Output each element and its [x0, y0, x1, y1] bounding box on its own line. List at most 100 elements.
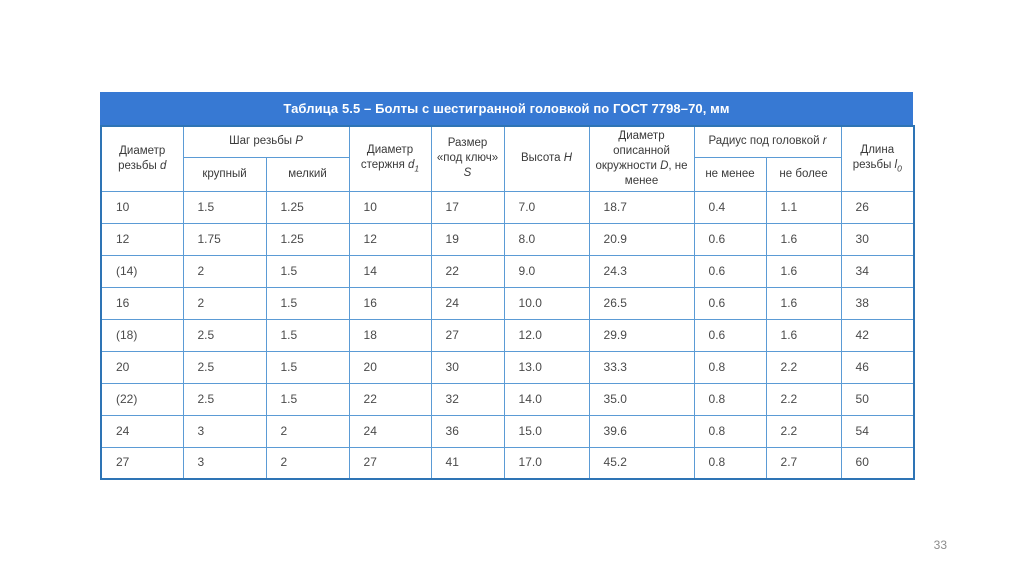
header-label: Шаг резьбы	[229, 135, 293, 148]
table-cell: 17	[430, 190, 505, 224]
table-cell: 50	[840, 382, 915, 416]
table-cell: 14.0	[503, 382, 590, 416]
table-cell: 2.2	[765, 414, 842, 448]
table-cell: 1.5	[265, 350, 350, 384]
table-cell: 1.5	[265, 254, 350, 288]
header-thread-diameter: Диаметр резьбы d	[100, 125, 184, 192]
table-cell: 24.3	[588, 254, 695, 288]
table-cell: 36	[430, 414, 505, 448]
header-height: Высота H	[503, 125, 590, 192]
table-cell: 14	[348, 254, 432, 288]
table-cell: 30	[840, 222, 915, 256]
symbol-l0: l0	[894, 159, 902, 174]
table-cell: 1.5	[265, 382, 350, 416]
table-cell: 10	[100, 190, 184, 224]
table-cell: (14)	[100, 254, 184, 288]
table-cell: 13.0	[503, 350, 590, 384]
table-cell: 1.5	[265, 286, 350, 320]
table-cell: 7.0	[503, 190, 590, 224]
symbol-D: D	[660, 159, 669, 172]
symbol-d1: d1	[408, 159, 420, 174]
table-cell: 1.25	[265, 222, 350, 256]
table-cell: 35.0	[588, 382, 695, 416]
gost-bolts-table-block: Таблица 5.5 – Болты с шестигранной голов…	[100, 92, 916, 481]
table-cell: 20.9	[588, 222, 695, 256]
table-cell: 46	[840, 350, 915, 384]
table-cell: 33.3	[588, 350, 695, 384]
symbol-r: r	[822, 135, 827, 148]
bolts-table: Диаметр резьбы d Шаг резьбы P Диаметр ст…	[100, 125, 916, 481]
table-cell: 1.5	[265, 318, 350, 352]
table-cell: 42	[840, 318, 915, 352]
header-label: Высота	[521, 152, 561, 165]
table-cell: 45.2	[588, 446, 695, 480]
table-cell: 19	[430, 222, 505, 256]
table-row: 10 1.5 1.25 10 17 7.0 18.7 0.4 1.1 26	[100, 190, 915, 224]
header-label: Длина резьбы	[852, 144, 895, 172]
table-cell: 24	[348, 414, 432, 448]
symbol-P: P	[295, 135, 303, 148]
table-cell: 2	[182, 254, 267, 288]
table-cell: 0.6	[693, 222, 767, 256]
table-row: 20 2.5 1.5 20 30 13.0 33.3 0.8 2.2 46	[100, 350, 915, 384]
table-cell: 2	[182, 286, 267, 320]
table-cell: 2	[265, 414, 350, 448]
symbol-H: H	[563, 152, 573, 165]
table-cell: 2.2	[765, 382, 842, 416]
table-cell: 1.1	[765, 190, 842, 224]
table-cell: 20	[348, 350, 432, 384]
table-cell: 27	[100, 446, 184, 480]
table-cell: 1.6	[765, 318, 842, 352]
header-pitch-coarse: крупный	[182, 156, 267, 192]
header-label: Диаметр резьбы	[118, 144, 166, 172]
table-cell: 12	[100, 222, 184, 256]
header-label: Диаметр стержня	[360, 144, 414, 172]
table-cell: 0.8	[693, 446, 767, 480]
header-row-sub: крупный мелкий не менее не более	[101, 156, 914, 192]
header-radius-max: не более	[765, 156, 842, 192]
table-cell: 1.75	[182, 222, 267, 256]
table-cell: 38	[840, 286, 915, 320]
table-cell: 20	[100, 350, 184, 384]
header-thread-pitch: Шаг резьбы P	[182, 125, 350, 158]
table-cell: 0.6	[693, 318, 767, 352]
table-cell: 34	[840, 254, 915, 288]
table-cell: (22)	[100, 382, 184, 416]
table-cell: 1.6	[765, 286, 842, 320]
header-wrench-size: Размер «под ключ» S	[430, 125, 505, 192]
header-shank-diameter: Диаметр стержня d1	[348, 125, 432, 192]
table-cell: 60	[840, 446, 915, 480]
table-cell: 18	[348, 318, 432, 352]
header-under-head-radius: Радиус под головкой r	[693, 125, 842, 158]
table-cell: 1.6	[765, 254, 842, 288]
table-title: Таблица 5.5 – Болты с шестигранной голов…	[100, 92, 913, 125]
table-cell: 1.6	[765, 222, 842, 256]
table-cell: 0.6	[693, 254, 767, 288]
table-cell: 22	[430, 254, 505, 288]
table-cell: 2.2	[765, 350, 842, 384]
table-cell: 12.0	[503, 318, 590, 352]
table-row: 24 3 2 24 36 15.0 39.6 0.8 2.2 54	[100, 414, 915, 448]
table-cell: 2.5	[182, 318, 267, 352]
table-cell: 29.9	[588, 318, 695, 352]
table-cell: 2.5	[182, 350, 267, 384]
table-cell: 26.5	[588, 286, 695, 320]
symbol-d: d	[159, 159, 167, 172]
table-cell: 2.7	[765, 446, 842, 480]
table-row: 27 3 2 27 41 17.0 45.2 0.8 2.7 60	[100, 446, 915, 480]
table-cell: 0.4	[693, 190, 767, 224]
header-suffix: , не менее	[624, 159, 688, 187]
table-cell: 15.0	[503, 414, 590, 448]
table-cell: 18.7	[588, 190, 695, 224]
header-pitch-fine: мелкий	[265, 156, 350, 192]
header-radius-min: не менее	[693, 156, 767, 192]
table-cell: 27	[348, 446, 432, 480]
header-label: Радиус под головкой	[708, 135, 820, 148]
symbol-S: S	[463, 167, 472, 180]
page-number: 33	[933, 538, 947, 552]
table-cell: 0.8	[693, 350, 767, 384]
table-cell: 16	[100, 286, 184, 320]
table-cell: 32	[430, 382, 505, 416]
header-circumscribed-diameter: Диаметр описанной окружности D, не менее	[588, 125, 695, 192]
table-cell: 2.5	[182, 382, 267, 416]
